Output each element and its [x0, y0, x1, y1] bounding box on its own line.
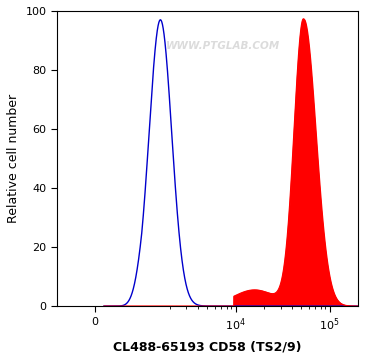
X-axis label: CL488-65193 CD58 (TS2/9): CL488-65193 CD58 (TS2/9) — [113, 340, 302, 353]
Text: WWW.PTGLAB.COM: WWW.PTGLAB.COM — [165, 41, 280, 51]
Y-axis label: Relative cell number: Relative cell number — [7, 94, 20, 223]
